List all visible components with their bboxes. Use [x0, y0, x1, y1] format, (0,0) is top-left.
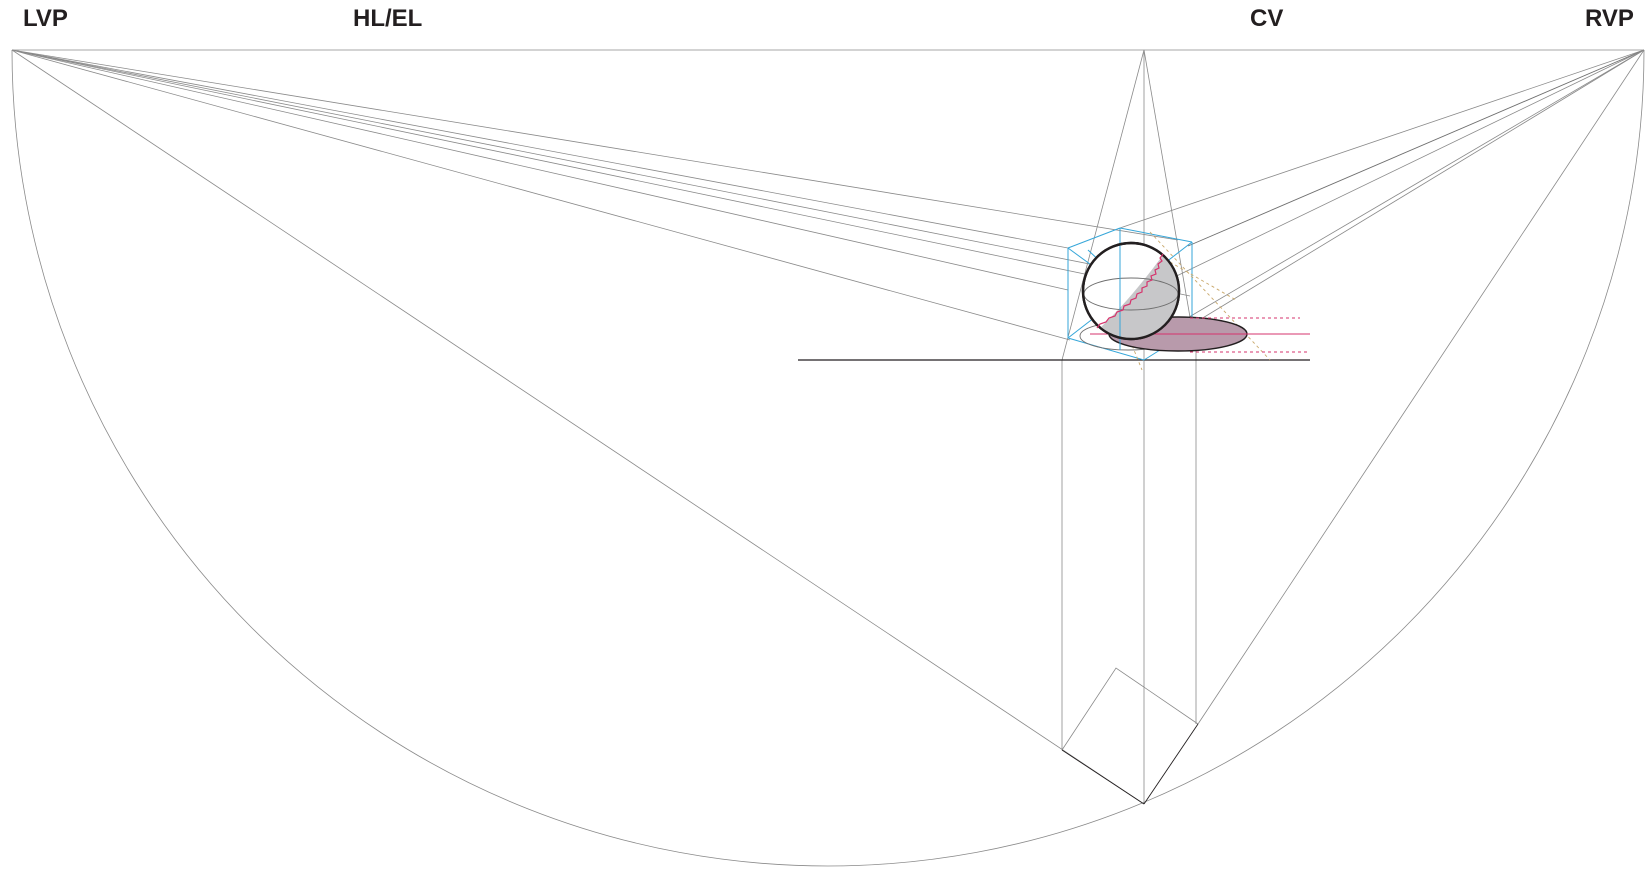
- light-direction-guides: [1129, 231, 1271, 371]
- left-vanishing-point-label: LVP: [23, 5, 68, 32]
- terminator-line: [1096, 253, 1164, 329]
- horizon-eye-level-label: HL/EL: [353, 5, 423, 32]
- measuring-arc: [11, 49, 1645, 867]
- lvp-convergence-lines: [11, 49, 1191, 341]
- sphere-rim: [1081, 241, 1181, 341]
- lvp-to-station-line: [11, 49, 1145, 805]
- station-left-edge: [1061, 749, 1145, 805]
- rvp-convergence-lines: [1119, 49, 1645, 351]
- center-of-vision-label: CV: [1250, 5, 1284, 32]
- station-right-edge: [1143, 723, 1199, 805]
- cv-right-converge: [1143, 49, 1197, 353]
- cv-left-converge: [1061, 49, 1145, 361]
- right-vanishing-point-label: RVP: [1585, 5, 1634, 32]
- rvp-to-station-line: [1197, 49, 1645, 725]
- plan-square: [1061, 667, 1199, 751]
